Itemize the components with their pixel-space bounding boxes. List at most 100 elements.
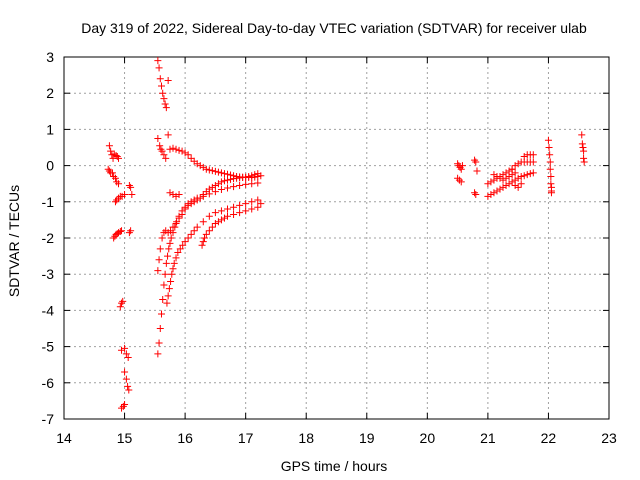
data-point-marker — [118, 299, 126, 307]
data-point-marker — [155, 339, 163, 347]
data-point-marker — [167, 277, 175, 285]
series-c16 — [154, 170, 262, 275]
data-point-marker — [220, 170, 228, 178]
data-point-marker — [166, 145, 174, 153]
data-point-marker — [578, 131, 586, 139]
data-point-marker — [580, 154, 588, 162]
data-point-marker — [198, 241, 206, 249]
data-point-marker — [165, 285, 173, 293]
data-point-marker — [159, 296, 167, 304]
data-point-marker — [454, 160, 462, 168]
data-point-marker — [113, 178, 121, 186]
data-point-marker — [529, 169, 537, 177]
series-c6 — [118, 344, 132, 361]
data-point-marker — [496, 185, 504, 193]
data-point-marker — [520, 153, 528, 161]
series-c5 — [116, 297, 127, 311]
data-point-marker — [166, 239, 174, 247]
data-point-marker — [547, 180, 555, 188]
data-point-marker — [113, 196, 121, 204]
series-c24 — [471, 189, 480, 199]
data-point-marker — [248, 180, 256, 188]
data-point-marker — [162, 104, 170, 112]
data-point-marker — [580, 158, 588, 166]
series-c25 — [484, 169, 537, 200]
data-point-marker — [165, 245, 173, 253]
series-c1 — [105, 142, 122, 162]
data-point-marker — [173, 218, 181, 226]
data-point-marker — [580, 147, 588, 155]
data-point-marker — [172, 192, 180, 200]
data-point-marker — [242, 180, 250, 188]
chart-title: Day 319 of 2022, Sidereal Day-to-day VTE… — [81, 20, 587, 36]
data-point-marker — [155, 256, 163, 264]
x-tick-label: 21 — [480, 430, 496, 446]
data-point-marker — [457, 165, 465, 173]
series-c3 — [111, 191, 129, 206]
data-point-marker — [158, 234, 166, 242]
data-point-marker — [217, 185, 225, 193]
data-point-marker — [211, 188, 219, 196]
y-tick-label: -6 — [42, 375, 55, 391]
series-c23 — [471, 156, 481, 175]
series-c8 — [121, 368, 133, 394]
data-point-marker — [257, 200, 265, 208]
data-point-marker — [179, 241, 187, 249]
grid-lines — [64, 57, 609, 419]
data-point-marker — [124, 353, 132, 361]
data-point-marker — [227, 171, 235, 179]
data-point-marker — [169, 144, 177, 152]
data-point-marker — [121, 191, 129, 199]
data-point-marker — [113, 153, 121, 161]
y-tick-label: 2 — [46, 85, 54, 101]
series-c4 — [110, 227, 126, 242]
data-point-marker — [190, 198, 198, 206]
data-points — [104, 57, 588, 412]
data-point-marker — [178, 210, 186, 218]
data-point-marker — [211, 209, 219, 217]
x-tick-label: 18 — [298, 430, 314, 446]
data-point-marker — [168, 270, 176, 278]
data-point-marker — [248, 205, 256, 213]
data-point-marker — [211, 167, 219, 175]
data-point-marker — [184, 201, 192, 209]
data-point-marker — [544, 136, 552, 144]
data-point-marker — [161, 270, 169, 278]
data-point-marker — [230, 172, 238, 180]
data-point-marker — [202, 165, 210, 173]
data-point-marker — [176, 245, 184, 253]
data-point-marker — [104, 165, 112, 173]
y-tick-label: -1 — [42, 194, 55, 210]
data-point-marker — [490, 171, 498, 179]
data-point-marker — [172, 145, 180, 153]
data-point-marker — [220, 177, 228, 185]
y-tick-label: 0 — [46, 158, 54, 174]
data-point-marker — [205, 185, 213, 193]
data-point-marker — [208, 223, 216, 231]
data-point-marker — [458, 162, 466, 170]
data-point-marker — [224, 184, 231, 192]
series-c9 — [125, 182, 136, 199]
data-point-marker — [236, 209, 244, 217]
data-point-marker — [116, 227, 124, 235]
data-point-marker — [254, 203, 262, 211]
data-point-marker — [154, 350, 162, 358]
data-point-marker — [167, 227, 175, 235]
y-axis-label: SDTVAR / TECUs — [6, 185, 22, 297]
data-point-marker — [471, 189, 479, 197]
data-point-marker — [248, 198, 256, 206]
x-tick-label: 16 — [177, 430, 193, 446]
series-c32 — [578, 131, 588, 166]
series-c27 — [508, 158, 537, 173]
data-point-marker — [169, 223, 177, 231]
data-point-marker — [254, 179, 262, 187]
data-point-marker — [162, 259, 170, 267]
data-point-marker — [214, 168, 222, 176]
data-point-marker — [116, 303, 124, 311]
data-point-marker — [167, 234, 175, 242]
data-point-marker — [254, 196, 262, 204]
data-point-marker — [121, 368, 129, 376]
data-point-marker — [121, 344, 129, 352]
data-point-marker — [578, 140, 586, 148]
